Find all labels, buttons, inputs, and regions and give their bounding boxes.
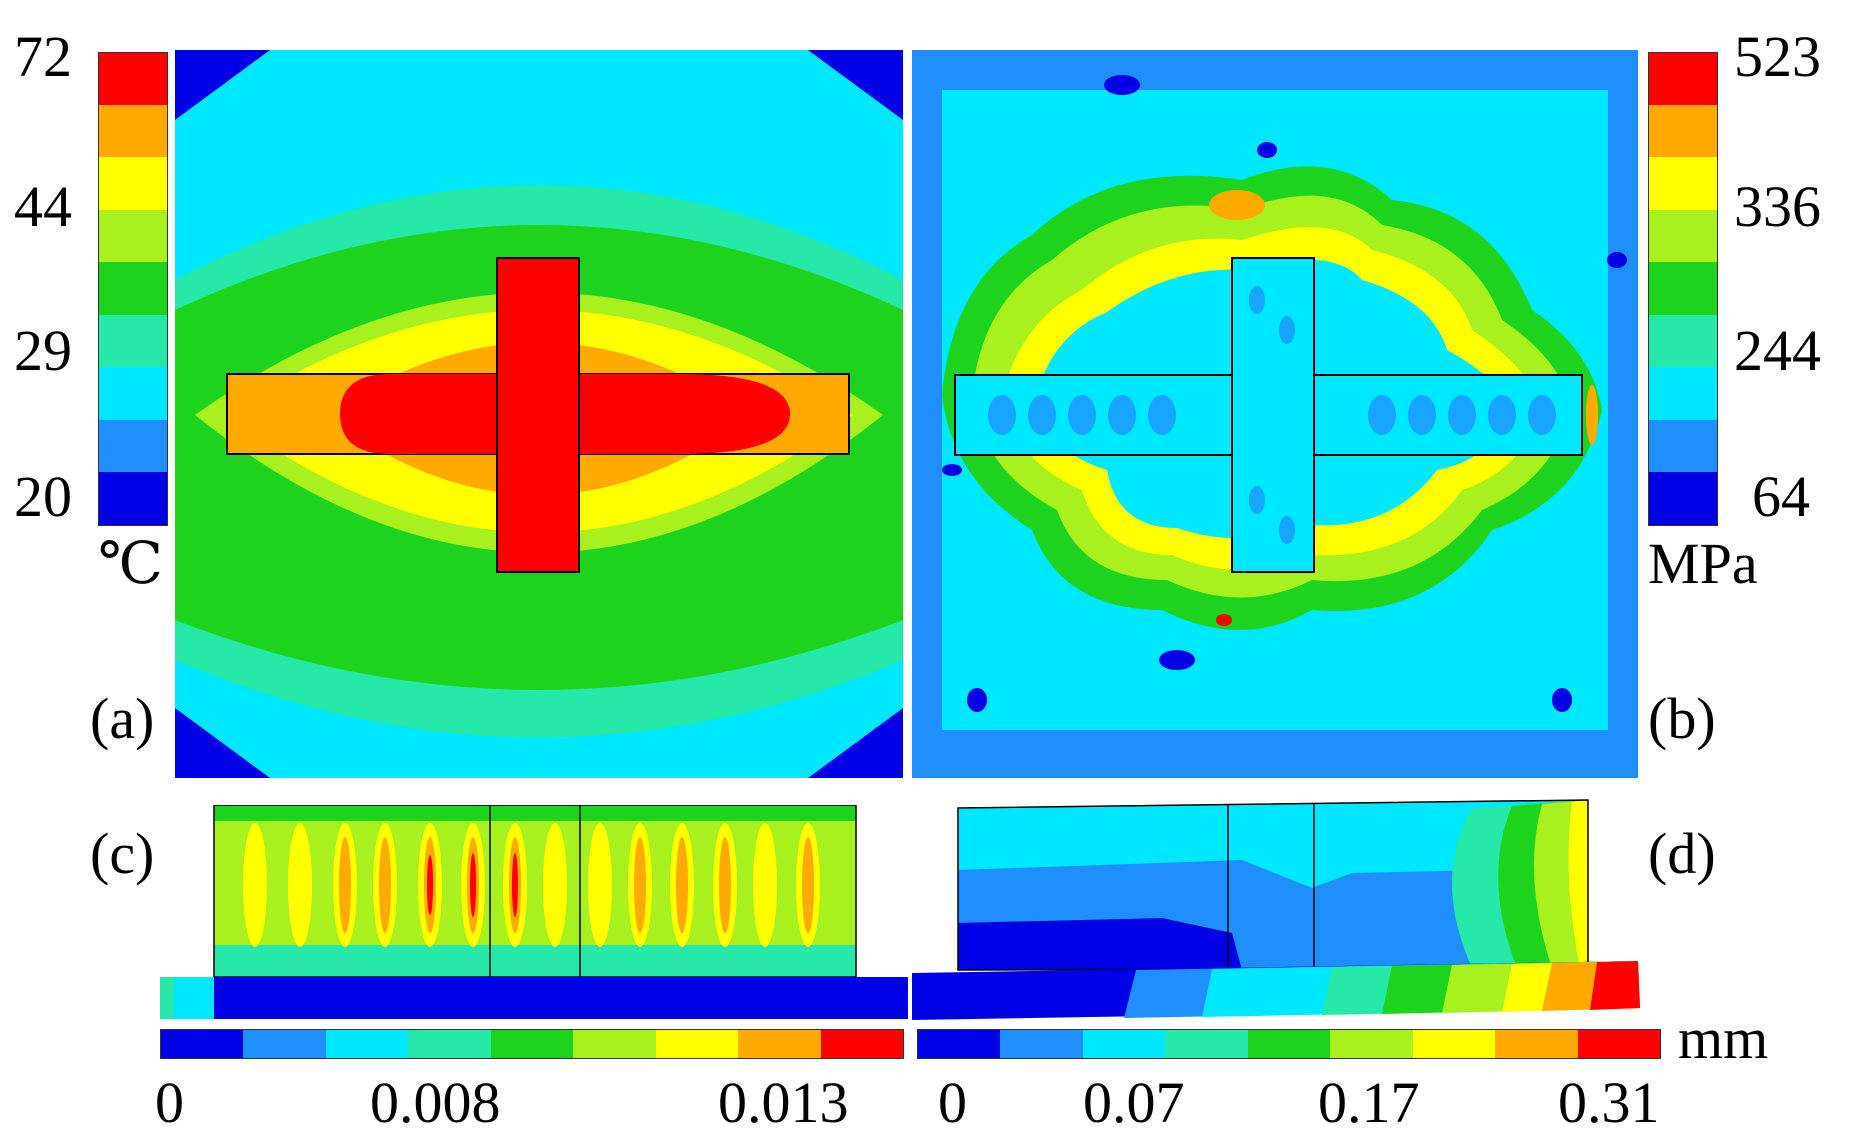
stress-tick-336: 336 xyxy=(1734,174,1821,239)
temperature-tick-20: 20 xyxy=(14,464,72,529)
panel-label-a: (a) xyxy=(90,686,155,751)
substrate-left xyxy=(160,977,908,1019)
stress-hotspot-orange xyxy=(1209,190,1265,220)
displacement-right-tick-0.07: 0.07 xyxy=(1083,1070,1185,1135)
panel-label-c: (c) xyxy=(90,821,155,886)
temperature-corner-blue xyxy=(175,708,270,778)
stress-blue-spots xyxy=(942,75,1627,712)
stress-tick-244: 244 xyxy=(1734,318,1821,383)
displacement-colorbar-right xyxy=(917,1029,1661,1059)
displacement-left-tick-0.013: 0.013 xyxy=(718,1070,849,1135)
stress-unit: MPa xyxy=(1648,531,1758,596)
displacement-side-view-c xyxy=(160,805,908,1019)
stress-cross-texture xyxy=(988,286,1556,544)
displacement-right-tick-0.17: 0.17 xyxy=(1318,1070,1420,1135)
temperature-field-panel xyxy=(175,50,903,778)
temperature-corner-blue xyxy=(808,50,903,120)
displacement-right-tick-0: 0 xyxy=(938,1070,967,1135)
temperature-tick-29: 29 xyxy=(14,318,72,383)
displacement-stripes xyxy=(243,823,820,947)
temperature-corner-blue xyxy=(808,708,903,778)
panel-label-b: (b) xyxy=(1648,686,1716,751)
panel-label-d: (d) xyxy=(1648,821,1716,886)
temperature-corner-blue xyxy=(175,50,270,120)
temperature-colorbar xyxy=(98,52,168,526)
stress-colorbar xyxy=(1648,52,1718,526)
displacement-left-tick-0.008: 0.008 xyxy=(370,1070,501,1135)
stress-tick-523: 523 xyxy=(1734,24,1821,89)
temperature-unit: ℃ xyxy=(98,531,163,596)
stress-hotspot-orange xyxy=(1586,385,1598,445)
displacement-side-view-d xyxy=(912,799,1640,1020)
displacement-left-tick-0: 0 xyxy=(155,1070,184,1135)
displacement-right-tick-0.31: 0.31 xyxy=(1558,1070,1660,1135)
temperature-tick-72: 72 xyxy=(14,24,72,89)
stress-tick-64: 64 xyxy=(1752,464,1810,529)
stress-hotspot-red xyxy=(1216,614,1232,626)
displacement-unit: mm xyxy=(1678,1006,1769,1071)
displacement-colorbar-left xyxy=(160,1029,904,1059)
temperature-tick-44: 44 xyxy=(14,174,72,239)
stress-field-panel xyxy=(912,50,1638,778)
